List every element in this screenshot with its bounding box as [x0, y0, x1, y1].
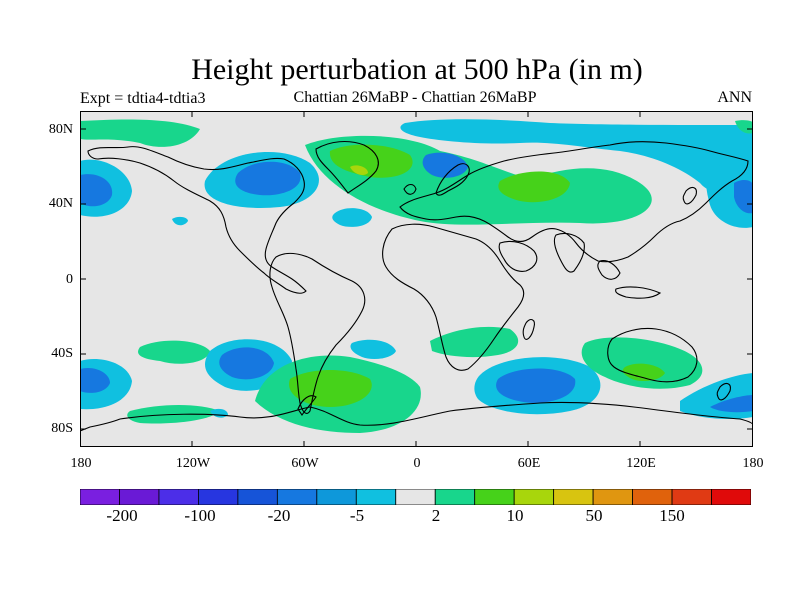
map-title: Height perturbation at 500 hPa (in m): [191, 53, 643, 86]
eurasia-coastline: [399, 141, 749, 263]
colorbar-label: 50: [585, 506, 603, 525]
colorbar-swatch: [434, 489, 476, 505]
colorbar-label: 10: [506, 506, 524, 525]
colorbar-swatch: [395, 489, 436, 505]
positive-anomaly-region: [430, 326, 519, 358]
south-america-coastline: [269, 252, 366, 414]
india-coastline: [553, 232, 585, 273]
colorbar-swatch: [80, 489, 120, 505]
axis-ticks: [80, 111, 753, 447]
lat-tick-label: 80N: [48, 122, 73, 137]
greenland-coastline: [315, 140, 379, 194]
positive-anomaly-region: [350, 165, 368, 175]
colorbar-label: 2: [431, 506, 441, 525]
colorbar-swatch: [119, 489, 160, 505]
positive-anomaly-region: [329, 144, 413, 178]
colorbar-label: -200: [106, 506, 138, 525]
colorbar: [80, 489, 751, 505]
southeast-asia-coastline: [597, 260, 621, 280]
period-subtitle: Chattian 26MaBP - Chattian 26MaBP: [293, 89, 537, 106]
negative-anomaly-region: [172, 216, 188, 226]
positive-anomaly-region: [622, 363, 665, 381]
colorbar-swatch: [671, 489, 712, 505]
indonesia-coastline: [615, 286, 662, 299]
contour-fills: [80, 119, 753, 433]
colorbar-swatch: [711, 489, 751, 505]
positive-anomaly-region: [735, 120, 753, 134]
negative-anomaly-region: [706, 163, 753, 228]
colorbar-label: -5: [349, 506, 365, 525]
colorbar-label: -100: [184, 506, 216, 525]
positive-anomaly-region: [80, 119, 200, 147]
negative-anomaly-region: [80, 174, 113, 207]
negative-anomaly-region: [422, 152, 468, 178]
positive-anomaly-region: [498, 171, 570, 203]
lon-tick-label: 60E: [517, 456, 541, 471]
colorbar-swatch: [198, 489, 239, 505]
experiment-label: Expt = tdtia4-tdtia3: [80, 90, 206, 107]
colorbar-swatch: [553, 489, 594, 505]
colorbar-swatch: [474, 489, 515, 505]
australia-coastline: [607, 327, 698, 383]
new-zealand-coastline: [716, 382, 731, 401]
lon-tick-label: 120E: [626, 456, 656, 471]
antarctic-peninsula-coastline: [297, 395, 317, 416]
negative-anomaly-region: [219, 347, 274, 380]
scandinavia-coastline: [435, 163, 470, 196]
colorbar-label: -20: [267, 506, 291, 525]
lat-tick-label: 80S: [51, 421, 73, 436]
africa-coastline: [382, 223, 525, 371]
negative-anomaly-region: [80, 367, 110, 393]
antarctica-coastline: [80, 401, 753, 432]
arabia-coastline: [498, 240, 538, 272]
lat-tick-label: 0: [66, 272, 73, 287]
colorbar-swatch: [237, 489, 278, 505]
colorbar-swatch: [632, 489, 673, 505]
lon-tick-label: 180: [70, 456, 92, 471]
british-isles-coastline: [403, 183, 417, 195]
negative-anomaly-region: [710, 395, 753, 413]
colorbar-swatch: [276, 489, 318, 505]
japan-coastline: [682, 186, 697, 205]
north-america-coastline: [87, 146, 307, 294]
season-label: ANN: [717, 89, 752, 106]
contour-map: [80, 111, 753, 447]
lat-tick-label: 40N: [48, 196, 73, 211]
colorbar-swatch: [592, 489, 633, 505]
lon-tick-label: 60W: [291, 456, 319, 471]
negative-anomaly-region: [235, 161, 301, 196]
lat-tick-label: 40S: [51, 346, 73, 361]
colorbar-swatch: [158, 489, 199, 505]
negative-anomaly-region: [496, 368, 576, 403]
colorbar-swatch: [316, 489, 357, 505]
negative-anomaly-region: [400, 119, 753, 195]
lon-tick-label: 120W: [175, 456, 211, 471]
negative-anomaly-region: [350, 339, 396, 359]
negative-anomaly-region: [734, 179, 753, 214]
lon-tick-label: 180: [742, 456, 764, 471]
colorbar-swatch: [513, 489, 555, 505]
positive-anomaly-region: [581, 337, 703, 389]
colorbar-swatch: [355, 489, 397, 505]
continent-outlines: [80, 140, 753, 432]
colorbar-label: 150: [659, 506, 685, 525]
positive-anomaly-region: [289, 370, 372, 407]
lon-tick-label: 0: [413, 456, 421, 471]
madagascar-coastline: [522, 318, 535, 340]
positive-anomaly-region: [138, 340, 210, 364]
negative-anomaly-region: [332, 208, 372, 227]
